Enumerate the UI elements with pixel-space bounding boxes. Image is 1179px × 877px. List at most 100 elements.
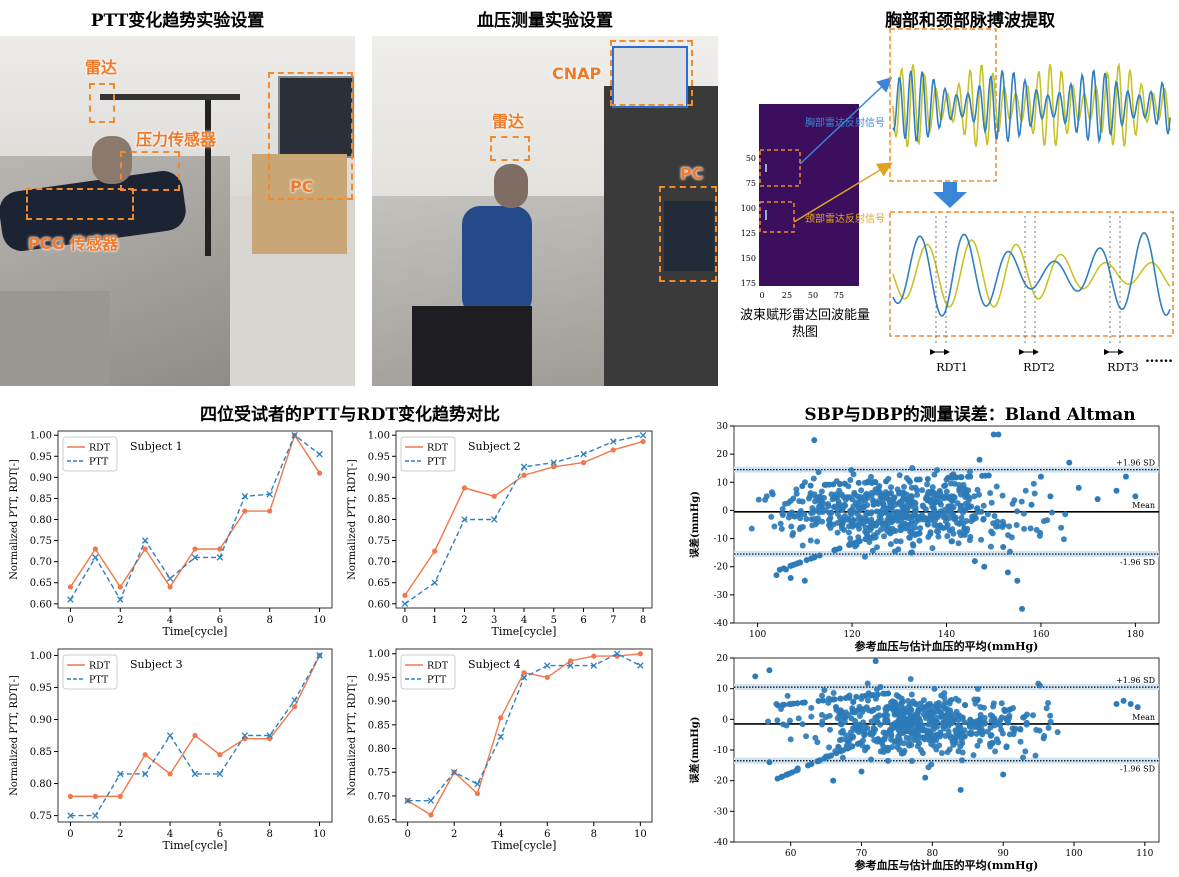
data-point	[931, 490, 938, 497]
data-point	[1062, 511, 1069, 518]
data-point	[850, 725, 857, 732]
y-tick-label: -10	[714, 746, 729, 756]
subject-4-chart: 0 2 4 6 8 10 0.65 0.70 0.75 0.80 0.85 0.90 0.95 1.00 T…	[347, 648, 653, 852]
data-point	[955, 716, 962, 723]
ptt-setup-title: PTT变化趋势实验设置	[90, 11, 265, 31]
data-point	[833, 706, 840, 713]
data-point	[967, 717, 974, 724]
y-tick-label: 0.85	[30, 747, 52, 758]
x-tick-label: 4	[521, 615, 527, 626]
data-point	[845, 529, 852, 536]
subject-body	[462, 206, 532, 316]
data-point	[1132, 493, 1139, 500]
data-point	[956, 520, 963, 527]
data-point	[748, 525, 755, 532]
data-point	[870, 532, 877, 539]
data-point	[927, 531, 934, 538]
rdt-point	[192, 732, 198, 739]
ptt-point-stroke	[191, 770, 199, 778]
data-point	[863, 704, 870, 711]
data-point	[914, 491, 921, 498]
data-point	[784, 692, 791, 699]
data-point	[787, 736, 794, 743]
subject-annotation: Subject 2	[468, 440, 521, 453]
ptt-line	[70, 655, 321, 817]
data-point	[790, 529, 797, 536]
ptt-point	[461, 516, 468, 523]
data-point	[1030, 480, 1037, 487]
data-point	[1006, 548, 1013, 555]
data-point	[844, 745, 851, 752]
data-point	[774, 702, 781, 709]
x-tick-label: 2	[461, 615, 467, 626]
data-point	[912, 512, 919, 519]
data-point	[838, 736, 845, 743]
legend: RDT PTT	[400, 436, 456, 472]
data-point	[995, 431, 1002, 438]
x-tick-label: 0	[67, 615, 73, 626]
data-point	[1036, 682, 1043, 689]
cnap-monitor	[612, 46, 688, 108]
data-point	[874, 691, 881, 698]
data-point	[923, 515, 930, 522]
ptt-point	[450, 768, 458, 776]
data-point	[799, 483, 806, 490]
data-point	[953, 474, 960, 481]
x-tick-label: 2	[117, 615, 123, 626]
pcg-box	[26, 188, 134, 220]
data-point	[884, 712, 891, 719]
x-tick-label: 7	[610, 615, 616, 626]
legend-box	[62, 654, 118, 690]
data-point	[839, 506, 846, 513]
data-point	[835, 743, 842, 750]
ptt-point-stroke	[520, 463, 528, 471]
x-tick-label: 8	[267, 615, 273, 626]
data-points	[752, 658, 1141, 793]
rdt-point	[142, 752, 148, 758]
data-point	[1031, 490, 1038, 497]
sd-band	[734, 466, 1159, 473]
data-point	[989, 713, 996, 720]
data-point	[951, 480, 958, 487]
data-point	[819, 692, 826, 699]
subject-3-chart: 0 2 4 6 8 10 0.75 0.80 0.85 0.90 0.95 1.00 Time[cycl…	[9, 648, 333, 852]
data-point	[869, 547, 876, 554]
data-point	[801, 577, 808, 584]
data-point	[993, 523, 1000, 530]
data-point	[826, 744, 833, 751]
ptt-point	[544, 662, 551, 669]
extraction-title: 胸部和颈部脉搏波提取	[885, 11, 1055, 31]
data-point	[980, 502, 987, 509]
data-point	[1047, 493, 1054, 500]
rdt-point	[428, 812, 434, 818]
rdt-point	[92, 546, 98, 552]
ptt-point	[166, 575, 174, 582]
rdt-point	[192, 546, 198, 552]
data-point	[888, 484, 895, 491]
ptt-point	[216, 770, 224, 778]
data-point	[1054, 729, 1061, 736]
data-point	[862, 692, 869, 699]
data-point	[839, 754, 846, 761]
ptt-point-stroke	[461, 516, 468, 523]
subject-annotation: Subject 1	[130, 440, 183, 453]
y-axis-label: 误差(mmHg)	[688, 491, 701, 558]
ptt-point	[497, 733, 504, 740]
raw-waveforms	[892, 62, 1171, 148]
data-point	[898, 526, 905, 533]
data-point	[893, 538, 900, 545]
data-point	[819, 718, 826, 725]
neck-label: 颈部雷达反射信号	[805, 212, 885, 225]
legend-label: PTT	[89, 457, 109, 468]
data-point	[917, 525, 924, 532]
data-point	[886, 490, 893, 497]
ptt-point-stroke	[216, 554, 224, 561]
radar-label: 雷达	[492, 112, 525, 131]
ptt-point	[520, 674, 528, 681]
data-point	[774, 775, 781, 782]
data-point	[891, 738, 898, 745]
data-point	[796, 498, 803, 505]
data-point	[1017, 726, 1024, 733]
data-point	[999, 518, 1006, 525]
data-point	[855, 515, 862, 522]
